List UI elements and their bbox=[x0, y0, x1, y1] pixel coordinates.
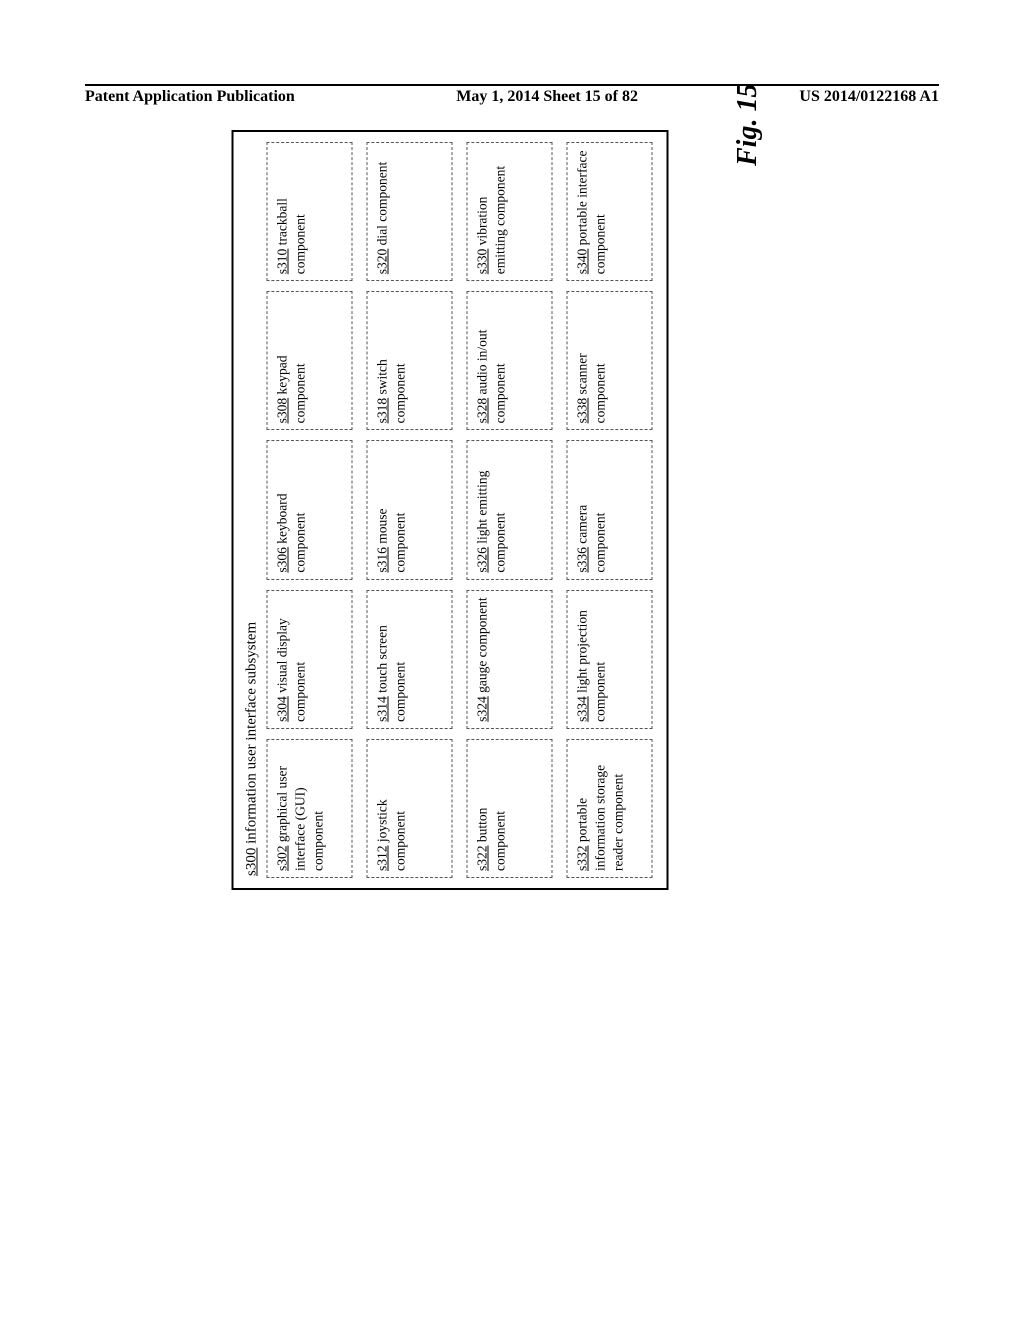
figure-body: s300 information user interface subsyste… bbox=[232, 130, 669, 890]
header-left: Patent Application Publication bbox=[85, 88, 295, 114]
component-box: s302 graphical user interface (GUI) comp… bbox=[267, 739, 353, 878]
component-ref: s336 bbox=[575, 547, 590, 573]
component-box: s306 keyboard component bbox=[267, 440, 353, 579]
component-ref: s306 bbox=[275, 547, 290, 573]
component-ref: s318 bbox=[375, 398, 390, 424]
component-ref: s332 bbox=[575, 845, 590, 871]
subsystem-title: s300 information user interface subsyste… bbox=[244, 142, 261, 876]
subsystem-title-text: information user interface subsystem bbox=[244, 622, 260, 848]
component-box: s312 joystick component bbox=[367, 739, 453, 878]
component-ref: s314 bbox=[375, 696, 390, 722]
component-text: dial component bbox=[375, 162, 390, 249]
component-box: s316 mouse component bbox=[367, 440, 453, 579]
component-ref: s340 bbox=[575, 249, 590, 275]
component-ref: s312 bbox=[375, 845, 390, 871]
component-box: s310 trackball component bbox=[267, 142, 353, 281]
component-box: s324 gauge component bbox=[467, 590, 553, 729]
component-box: s322 button component bbox=[467, 739, 553, 878]
component-box: s328 audio in/out component bbox=[467, 291, 553, 430]
component-ref: s308 bbox=[275, 398, 290, 424]
component-box: s332 portable information storage reader… bbox=[567, 739, 653, 878]
page-header: Patent Application Publication May 1, 20… bbox=[85, 84, 939, 114]
component-ref: s328 bbox=[475, 398, 490, 424]
component-text: gauge component bbox=[475, 597, 490, 696]
component-ref: s330 bbox=[475, 249, 490, 275]
component-grid: s302 graphical user interface (GUI) comp… bbox=[267, 142, 653, 878]
subsystem-box: s300 information user interface subsyste… bbox=[232, 130, 669, 890]
component-box: s304 visual display component bbox=[267, 590, 353, 729]
figure-label: Fig. 15 bbox=[732, 84, 764, 166]
component-ref: s324 bbox=[475, 696, 490, 722]
component-box: s330 vibration emitting component bbox=[467, 142, 553, 281]
component-ref: s338 bbox=[575, 398, 590, 424]
component-ref: s334 bbox=[575, 696, 590, 722]
component-ref: s326 bbox=[475, 547, 490, 573]
component-box: s338 scanner component bbox=[567, 291, 653, 430]
component-ref: s320 bbox=[375, 249, 390, 275]
component-box: s314 touch screen component bbox=[367, 590, 453, 729]
component-box: s308 keypad component bbox=[267, 291, 353, 430]
header-center: May 1, 2014 Sheet 15 of 82 bbox=[456, 88, 638, 114]
component-ref: s316 bbox=[375, 547, 390, 573]
component-box: s318 switch component bbox=[367, 291, 453, 430]
component-box: s340 portable interface component bbox=[567, 142, 653, 281]
component-ref: s302 bbox=[275, 845, 290, 871]
component-box: s334 light projection component bbox=[567, 590, 653, 729]
header-right: US 2014/0122168 A1 bbox=[799, 88, 939, 114]
component-box: s336 camera component bbox=[567, 440, 653, 579]
subsystem-ref: s300 bbox=[244, 848, 260, 876]
component-ref: s310 bbox=[275, 249, 290, 275]
component-ref: s304 bbox=[275, 696, 290, 722]
component-box: s326 light emitting component bbox=[467, 440, 553, 579]
component-box: s320 dial component bbox=[367, 142, 453, 281]
component-ref: s322 bbox=[475, 845, 490, 871]
